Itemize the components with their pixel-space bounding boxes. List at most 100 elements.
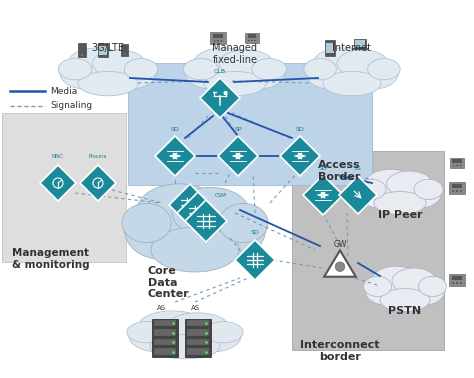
Bar	[246, 33, 259, 43]
Circle shape	[456, 165, 457, 166]
Polygon shape	[200, 78, 240, 118]
Ellipse shape	[368, 59, 400, 80]
Bar	[449, 274, 465, 286]
Polygon shape	[177, 192, 219, 234]
Circle shape	[456, 191, 457, 192]
Circle shape	[456, 165, 457, 166]
Circle shape	[456, 165, 457, 166]
Text: Access
Border: Access Border	[318, 160, 361, 181]
Circle shape	[221, 40, 222, 41]
Circle shape	[453, 282, 454, 284]
FancyBboxPatch shape	[2, 113, 126, 262]
Ellipse shape	[337, 50, 388, 77]
Circle shape	[460, 282, 461, 284]
Polygon shape	[235, 240, 275, 280]
Circle shape	[224, 91, 227, 94]
Ellipse shape	[167, 313, 228, 340]
Ellipse shape	[204, 322, 243, 343]
Ellipse shape	[182, 320, 241, 352]
Bar	[453, 159, 462, 163]
Circle shape	[460, 165, 461, 166]
Circle shape	[460, 165, 461, 166]
Text: SD: SD	[251, 230, 259, 235]
Circle shape	[453, 165, 454, 166]
Bar	[100, 46, 107, 55]
Circle shape	[453, 282, 454, 284]
Circle shape	[456, 191, 457, 192]
Bar	[450, 158, 464, 168]
Text: PSTN: PSTN	[388, 306, 421, 316]
Text: AS: AS	[191, 305, 201, 311]
Ellipse shape	[150, 335, 220, 359]
Bar	[248, 34, 256, 38]
Ellipse shape	[358, 178, 402, 208]
Bar	[352, 48, 368, 49]
Ellipse shape	[146, 195, 244, 265]
Ellipse shape	[320, 54, 384, 92]
Ellipse shape	[377, 272, 432, 308]
Text: Signaling: Signaling	[50, 102, 92, 110]
Ellipse shape	[372, 175, 428, 211]
Circle shape	[214, 40, 215, 41]
Bar	[210, 33, 226, 43]
Text: SD: SD	[171, 127, 179, 132]
Circle shape	[453, 282, 454, 284]
Text: Procera: Procera	[89, 154, 107, 159]
Circle shape	[453, 191, 454, 192]
Bar	[452, 183, 462, 188]
Ellipse shape	[372, 266, 420, 294]
Circle shape	[214, 40, 215, 41]
Ellipse shape	[124, 59, 158, 80]
Text: Managed
fixed-line: Managed fixed-line	[212, 43, 257, 65]
Ellipse shape	[78, 71, 138, 96]
Ellipse shape	[125, 201, 199, 259]
Text: SD: SD	[296, 127, 304, 132]
Bar	[449, 182, 465, 194]
Bar	[154, 320, 176, 327]
Polygon shape	[155, 136, 195, 176]
Ellipse shape	[106, 57, 156, 89]
Ellipse shape	[204, 71, 266, 96]
Circle shape	[81, 54, 83, 56]
Text: 3G/LTE: 3G/LTE	[91, 43, 125, 53]
Text: CLB: CLB	[214, 69, 226, 74]
Circle shape	[218, 40, 219, 41]
Circle shape	[248, 40, 249, 41]
Ellipse shape	[58, 59, 92, 80]
Circle shape	[453, 165, 454, 166]
Ellipse shape	[314, 48, 369, 77]
Bar	[187, 348, 209, 355]
Bar	[185, 319, 211, 357]
Text: Core
Data
Center: Core Data Center	[148, 266, 190, 299]
Bar	[154, 339, 176, 345]
Text: Management
& monitoring: Management & monitoring	[12, 248, 90, 270]
Text: GW: GW	[333, 240, 346, 249]
Ellipse shape	[304, 59, 337, 80]
FancyBboxPatch shape	[128, 63, 372, 185]
Circle shape	[460, 191, 461, 192]
Polygon shape	[169, 184, 211, 226]
Text: SS: SS	[354, 166, 362, 171]
Polygon shape	[280, 136, 320, 176]
Bar	[154, 348, 176, 355]
Circle shape	[460, 191, 461, 192]
Ellipse shape	[75, 54, 141, 92]
Ellipse shape	[374, 192, 426, 215]
Ellipse shape	[201, 54, 269, 92]
Circle shape	[456, 282, 457, 284]
Bar	[213, 34, 223, 38]
Ellipse shape	[306, 57, 355, 89]
Circle shape	[456, 282, 457, 284]
Bar	[152, 319, 178, 357]
Ellipse shape	[233, 57, 284, 89]
Ellipse shape	[252, 59, 286, 80]
FancyBboxPatch shape	[292, 151, 444, 350]
Ellipse shape	[151, 227, 239, 272]
Ellipse shape	[146, 317, 224, 355]
Bar	[98, 43, 108, 57]
Ellipse shape	[219, 203, 268, 243]
Circle shape	[218, 40, 219, 41]
Circle shape	[460, 282, 461, 284]
Ellipse shape	[122, 203, 171, 243]
Circle shape	[460, 191, 461, 192]
